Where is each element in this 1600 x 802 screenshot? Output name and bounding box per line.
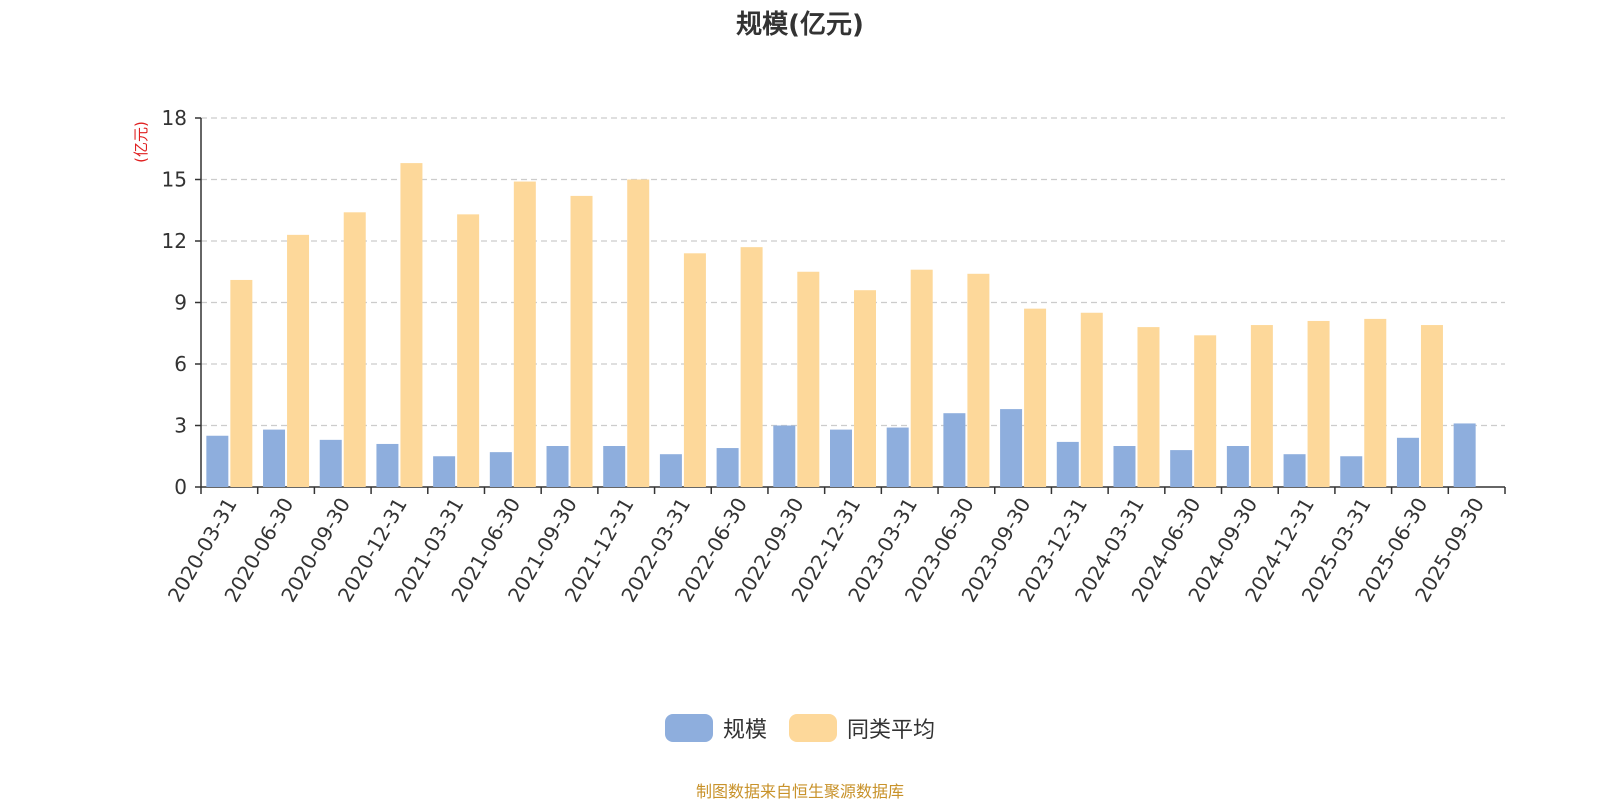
chart-title: 规模(亿元)	[736, 10, 864, 40]
legend-swatch-scale	[664, 714, 713, 742]
bar-peer-average	[627, 179, 650, 487]
bar-scale	[886, 427, 909, 487]
legend-item-peer-average[interactable]: 同类平均	[789, 712, 935, 744]
legend: 规模 同类平均	[0, 712, 1600, 744]
y-axis-label: (亿元)	[132, 121, 150, 163]
bar-scale	[546, 446, 569, 487]
bar-peer-average	[1194, 335, 1217, 487]
y-tick-label: 18	[162, 106, 187, 130]
bar-peer-average	[1137, 327, 1160, 487]
y-tick-label: 9	[174, 291, 187, 315]
bar-scale	[1283, 454, 1306, 487]
bar-peer-average	[570, 195, 593, 487]
bar-scale	[830, 429, 852, 487]
bar-scale	[1056, 441, 1079, 487]
bar-scale	[603, 446, 626, 487]
bar-peer-average	[797, 271, 820, 487]
bar-scale	[489, 452, 512, 487]
bar-peer-average	[967, 273, 990, 487]
y-tick-label: 0	[174, 475, 187, 499]
bar-peer-average	[343, 212, 366, 488]
bar-scale	[1000, 409, 1023, 487]
bar-scale	[773, 425, 796, 487]
bar-scale	[659, 454, 682, 487]
bar-peer-average	[513, 181, 536, 488]
bar-peer-average	[1364, 318, 1387, 487]
data-source-note: 制图数据来自恒生聚源数据库	[695, 782, 904, 801]
bar-scale	[1113, 446, 1136, 487]
bar-scale	[1396, 437, 1419, 487]
legend-item-scale[interactable]: 规模	[664, 712, 767, 744]
bar-peer-average	[740, 247, 763, 487]
y-tick-label: 3	[174, 414, 187, 438]
bar-peer-average	[1420, 325, 1443, 487]
bar-peer-average	[1080, 312, 1103, 487]
bar-peer-average	[457, 214, 480, 487]
bar-scale	[1340, 456, 1363, 487]
bar-scale	[1170, 450, 1193, 487]
bar-peer-average	[854, 290, 876, 487]
bar-scale	[433, 456, 456, 487]
y-tick-label: 12	[162, 229, 187, 253]
y-tick-label: 15	[162, 168, 187, 192]
bar-scale	[943, 413, 966, 487]
bar-scale	[716, 448, 739, 487]
legend-swatch-peer-average	[789, 714, 837, 742]
bar-peer-average	[683, 253, 706, 487]
bar-scale	[263, 429, 286, 487]
bar-scale	[1453, 423, 1476, 487]
y-tick-label: 6	[174, 352, 187, 376]
bar-peer-average	[1307, 320, 1330, 487]
bar-peer-average	[1250, 325, 1273, 487]
legend-label-peer-average: 同类平均	[847, 718, 936, 743]
bar-peer-average	[1024, 308, 1047, 487]
bar-scale	[1226, 446, 1249, 487]
bar-scale	[319, 439, 342, 487]
bar-peer-average	[230, 279, 253, 487]
bar-peer-average	[287, 234, 310, 487]
bar-peer-average	[400, 163, 423, 487]
bar-scale	[206, 435, 229, 487]
bar-peer-average	[910, 269, 933, 487]
legend-label-scale: 规模	[722, 718, 767, 743]
bar-scale	[376, 443, 399, 487]
